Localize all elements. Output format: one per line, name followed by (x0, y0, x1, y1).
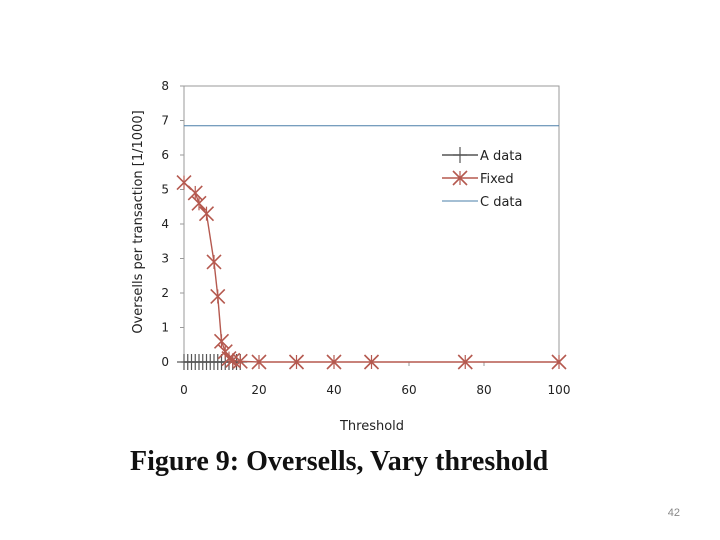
legend-item: A data (442, 147, 522, 164)
page-number: 42 (667, 507, 680, 519)
x-axis-title: Threshold (339, 419, 404, 434)
data-point (210, 288, 226, 305)
y-tick-label: 8 (161, 79, 169, 93)
data-point (213, 333, 230, 349)
legend-item: Fixed (442, 170, 514, 187)
data-point (452, 170, 468, 186)
data-point (206, 254, 222, 270)
data-point (187, 185, 203, 201)
y-axis-title: Oversells per transaction [1/1000] (131, 110, 146, 333)
data-point (551, 354, 567, 370)
x-tick-label: 80 (476, 383, 491, 397)
x-tick-label: 100 (548, 383, 571, 397)
data-point (198, 206, 215, 222)
y-tick-label: 1 (161, 321, 169, 335)
data-point (251, 354, 267, 370)
data-point (232, 353, 248, 369)
data-point (363, 354, 380, 370)
legend-label: Fixed (480, 172, 514, 187)
legend-label: C data (480, 195, 523, 210)
y-tick-label: 2 (161, 286, 169, 300)
y-tick-label: 3 (161, 252, 169, 266)
data-point (457, 354, 473, 370)
y-tick-label: 6 (161, 148, 169, 162)
plot-frame (183, 85, 560, 363)
figure-caption: Figure 9: Oversells, Vary threshold (130, 446, 549, 477)
series-fixed (176, 175, 567, 370)
data-point (288, 354, 305, 370)
legend-item: C data (442, 195, 523, 210)
legend-label: A data (480, 149, 522, 164)
data-point (191, 195, 207, 211)
data-point (453, 147, 467, 163)
y-tick-label: 0 (161, 355, 169, 369)
x-tick-label: 60 (401, 383, 416, 397)
y-tick-label: 4 (161, 217, 169, 231)
x-tick-label: 20 (251, 383, 266, 397)
data-point (326, 354, 342, 370)
x-tick-label: 40 (326, 383, 341, 397)
y-tick-label: 7 (161, 114, 169, 128)
y-tick-label: 5 (161, 183, 169, 197)
x-tick-label: 0 (180, 383, 188, 397)
